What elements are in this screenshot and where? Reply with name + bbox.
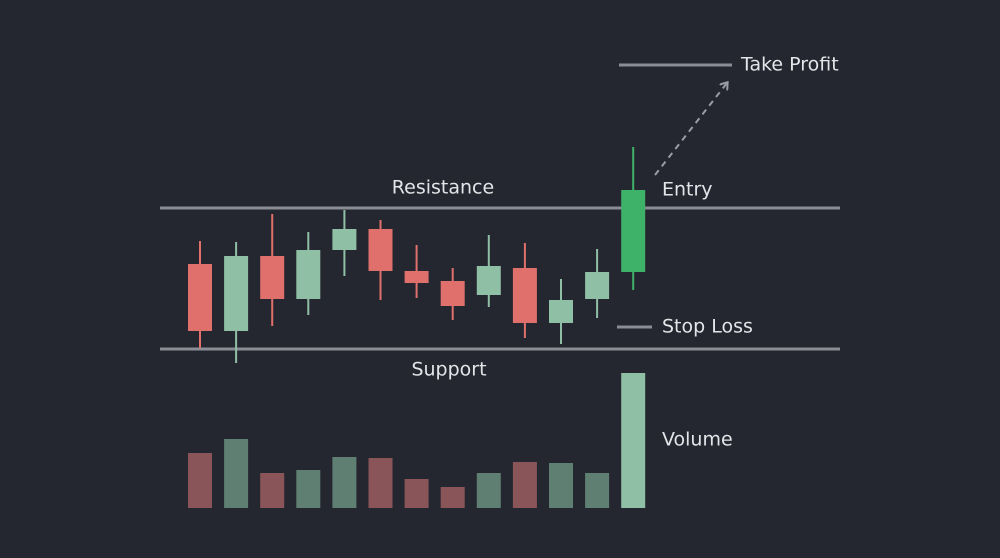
support-label: Support [411, 359, 486, 381]
candle-body [260, 256, 285, 299]
candle-body [621, 190, 646, 272]
candle-body [476, 266, 501, 295]
candle-body [585, 272, 610, 299]
volume-label: Volume [662, 429, 733, 451]
volume-bar [332, 457, 357, 508]
resistance-label: Resistance [392, 177, 494, 199]
volume-bar [404, 479, 429, 508]
entry-label: Entry [662, 179, 713, 201]
profit-arrow [654, 83, 727, 176]
volume-bar [296, 470, 321, 508]
volume-bar [621, 373, 646, 508]
stop-loss-label: Stop Loss [662, 316, 753, 338]
take-profit-label: Take Profit [740, 54, 839, 76]
candle-body [549, 300, 573, 323]
candle-body [512, 268, 537, 323]
volume-bar [549, 463, 573, 508]
volume-bar [188, 453, 212, 508]
candle-body [368, 229, 393, 271]
volume-bar [476, 473, 501, 508]
candle-body [188, 264, 212, 331]
volume-bar [224, 439, 249, 508]
candle-body [296, 250, 321, 299]
volume-bar [260, 473, 285, 508]
volume-bar [585, 473, 610, 508]
volume-bar [512, 462, 537, 508]
candle-body [224, 256, 249, 331]
volume-bar [368, 458, 393, 508]
candle-body [404, 271, 429, 283]
volume-bar [440, 487, 465, 508]
candle-body [440, 281, 465, 306]
candle-body [332, 229, 357, 250]
